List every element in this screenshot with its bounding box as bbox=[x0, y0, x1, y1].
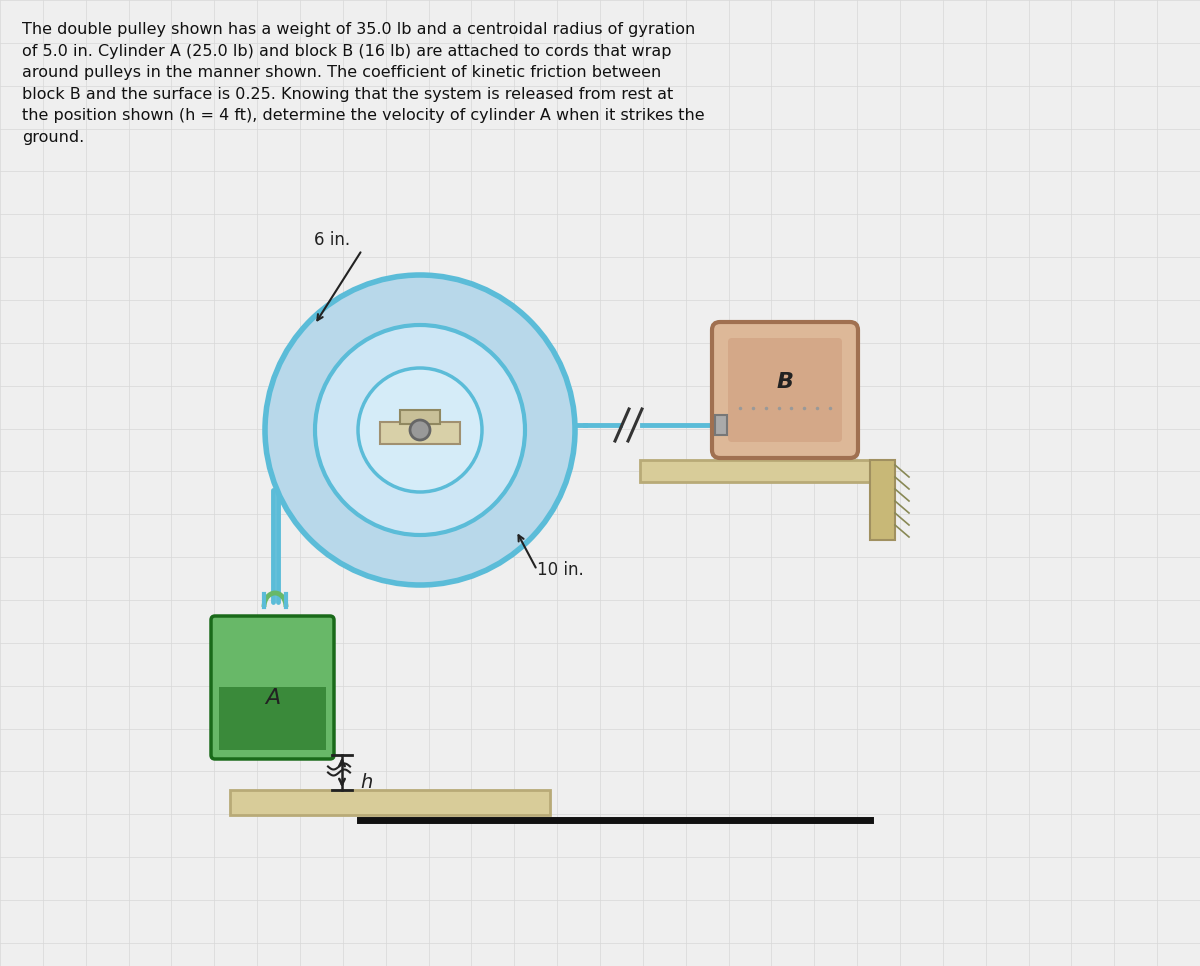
FancyBboxPatch shape bbox=[728, 338, 842, 442]
Text: A: A bbox=[265, 688, 280, 707]
FancyBboxPatch shape bbox=[211, 616, 334, 759]
Bar bbox=[400, 410, 440, 424]
Circle shape bbox=[314, 325, 526, 535]
Text: 6 in.: 6 in. bbox=[314, 231, 350, 249]
Text: h: h bbox=[360, 773, 372, 792]
Bar bbox=[220, 687, 326, 750]
Circle shape bbox=[265, 275, 575, 585]
Text: 10 in.: 10 in. bbox=[538, 561, 583, 579]
Bar bbox=[715, 415, 727, 435]
Bar bbox=[380, 422, 460, 444]
Circle shape bbox=[358, 368, 482, 492]
Text: The double pulley shown has a weight of 35.0 lb and a centroidal radius of gyrat: The double pulley shown has a weight of … bbox=[22, 22, 704, 145]
Bar bbox=[640, 460, 890, 482]
Text: B: B bbox=[776, 372, 793, 392]
Circle shape bbox=[410, 420, 430, 440]
Text: C: C bbox=[443, 368, 457, 387]
Bar bbox=[870, 460, 895, 540]
Bar bbox=[230, 790, 550, 815]
FancyBboxPatch shape bbox=[712, 322, 858, 458]
